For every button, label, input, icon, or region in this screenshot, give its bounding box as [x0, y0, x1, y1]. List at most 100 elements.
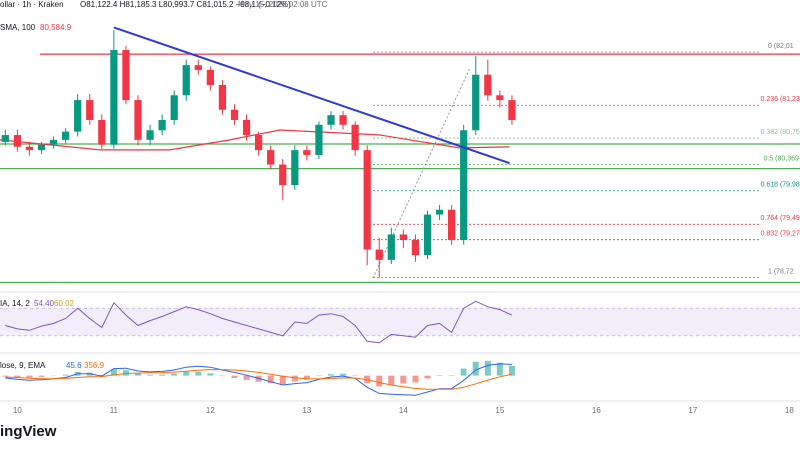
macd-histogram [171, 373, 178, 376]
macd-histogram [412, 375, 419, 383]
candle-body [37, 144, 46, 151]
candle-body [74, 100, 82, 132]
rsi-band [0, 308, 800, 336]
candle-body [62, 131, 70, 140]
macd-histogram [183, 371, 190, 376]
macd-histogram [38, 375, 45, 377]
fib-label: 0.382 (80,756 [761, 129, 800, 136]
candle-body [13, 135, 21, 147]
macd-histogram [62, 374, 69, 376]
sma-value: 80,584.9 [40, 23, 72, 32]
candle-body [242, 119, 251, 136]
candle-body [218, 85, 227, 110]
candle-body [146, 130, 154, 140]
candle-body [86, 100, 94, 120]
candle-body [25, 146, 34, 151]
macd-histogram [327, 374, 335, 376]
fib-label: 0.764 (79,498 [761, 215, 800, 222]
candle-body [472, 74, 480, 131]
rsi-value: 60.02 [54, 299, 75, 308]
x-tick-label: 11 [110, 406, 119, 415]
macd-histogram [340, 373, 347, 376]
candle-body [291, 150, 299, 186]
candle-body [399, 234, 407, 240]
candle-body [303, 150, 311, 155]
candle-body [423, 214, 432, 256]
sma-label: SMA, 100 [0, 23, 36, 32]
macd-histogram [472, 361, 479, 376]
macd-histogram [2, 375, 9, 377]
candle-body [267, 150, 275, 165]
rsi-value: 54.40 [34, 299, 55, 308]
candle-body [315, 124, 323, 155]
macd-histogram [243, 375, 250, 380]
fib-label: 0 (82,01 [768, 43, 794, 50]
candle-body [98, 119, 106, 145]
candle-body [363, 150, 371, 250]
fib-label: 1 (78,72 [768, 269, 794, 276]
candle-body [122, 50, 130, 101]
date: May 15, 2026 02:08 UTC [238, 0, 328, 9]
trendline [113, 26, 510, 165]
candle-body [387, 234, 395, 260]
candle-body [375, 249, 383, 260]
candle-body [496, 95, 504, 101]
x-tick-label: 10 [13, 406, 22, 415]
x-tick-label: 13 [302, 406, 311, 415]
macd-histogram [267, 375, 274, 384]
rsi-line [5, 300, 513, 344]
candle-body [339, 115, 347, 125]
candle-body [194, 65, 202, 70]
macd-histogram [496, 362, 503, 376]
rsi-label: IA, 14, 2 [0, 299, 30, 308]
macd-histogram [134, 373, 142, 376]
macd-histogram [110, 369, 117, 376]
candle-body [411, 239, 420, 256]
candle-body [158, 119, 166, 131]
macd-histogram [122, 370, 129, 376]
candle-body [448, 209, 456, 240]
fib-label: 0.618 (79,988 [761, 182, 800, 189]
macd-histogram [14, 375, 21, 378]
macd-histogram [231, 375, 238, 378]
macd-histogram [460, 368, 467, 376]
ohlc: O81,122.4 H81,185.3 L80,993.7 C81,015.2 … [80, 0, 291, 9]
fib-label: 0.236 (81,235 [761, 96, 800, 103]
macd-histogram [159, 374, 166, 376]
macd-histogram [147, 374, 154, 376]
candle-body [279, 164, 287, 186]
x-tick-label: 18 [785, 406, 794, 415]
fib-connector [372, 67, 471, 279]
x-tick-label: 12 [206, 406, 215, 415]
candle-body [484, 74, 492, 96]
macd-histogram [388, 375, 395, 385]
x-tick-label: 14 [399, 406, 408, 415]
macd-histogram [291, 375, 298, 382]
macd-value: 45.6 [66, 361, 82, 370]
candle-body [230, 109, 239, 120]
macd-label: lose, 9, EMA [0, 361, 46, 370]
macd-histogram [207, 373, 214, 376]
x-tick-label: 15 [495, 406, 504, 415]
macd-histogram [484, 360, 491, 376]
macd-histogram [376, 375, 383, 387]
candle-body [134, 100, 142, 140]
macd-histogram [26, 375, 33, 378]
candle-body [170, 95, 178, 120]
symbol: ollar · 1h · Kraken [0, 0, 64, 9]
candle-body [327, 115, 335, 125]
candle-body [49, 139, 58, 145]
candle-body [460, 130, 468, 240]
x-tick-label: 17 [688, 406, 697, 415]
candle-body [508, 100, 516, 120]
macd-histogram [400, 375, 407, 384]
sma-line [0, 129, 510, 151]
macd-value: 356.9 [84, 361, 105, 370]
candle-body [182, 65, 190, 96]
logo: ingView [0, 423, 57, 440]
fib-label: 0.832 (79,274 [761, 231, 800, 238]
candle-body [255, 135, 263, 151]
macd-histogram [424, 375, 431, 379]
macd-histogram [195, 371, 202, 376]
